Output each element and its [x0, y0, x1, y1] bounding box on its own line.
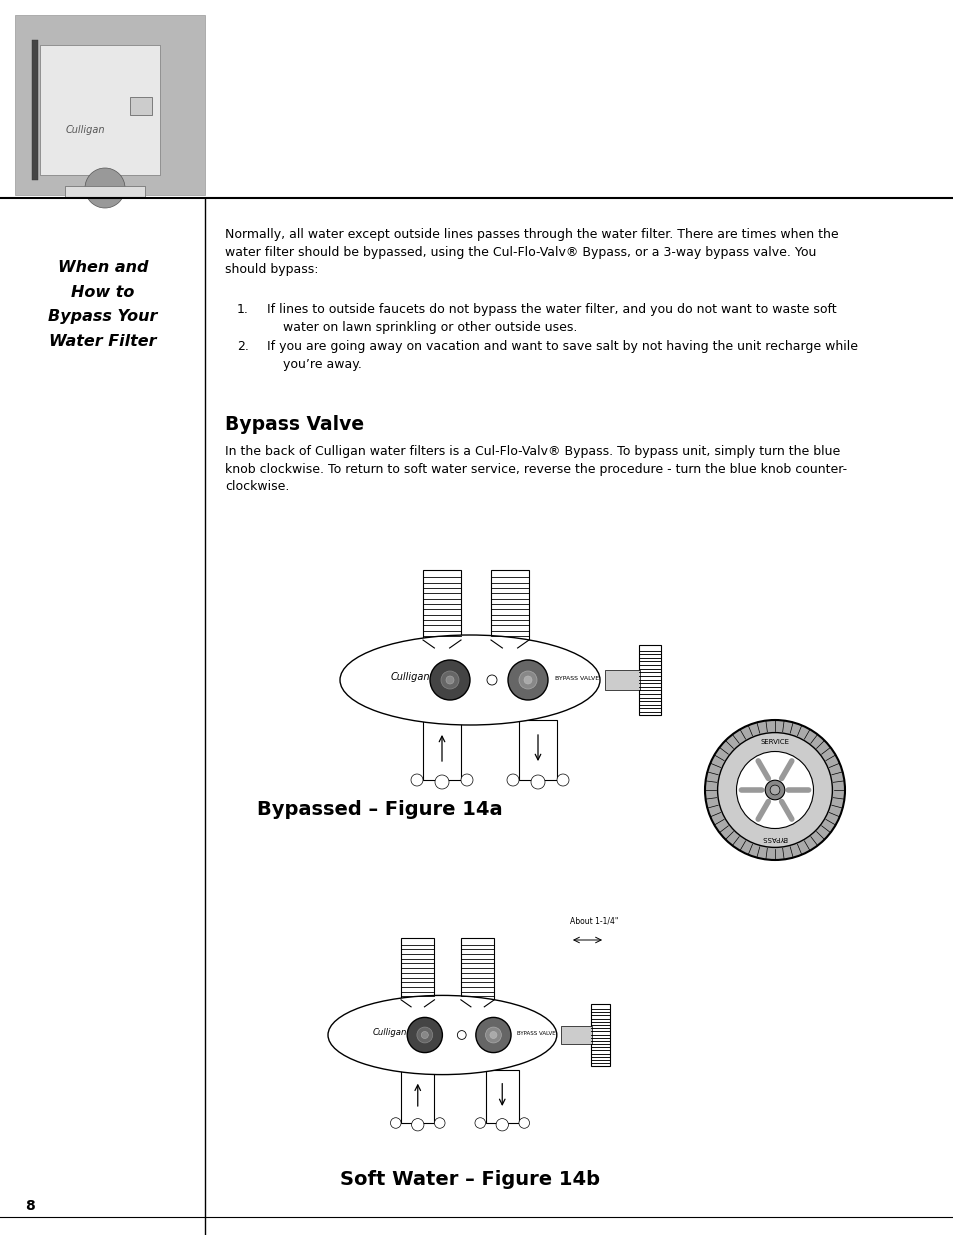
Bar: [491, 571, 529, 640]
Circle shape: [430, 659, 470, 700]
Text: BYPASS VALVE: BYPASS VALVE: [555, 676, 598, 680]
Circle shape: [411, 774, 422, 785]
Polygon shape: [491, 640, 529, 648]
Bar: [422, 720, 460, 781]
Circle shape: [557, 774, 568, 785]
Bar: [460, 939, 494, 1000]
Circle shape: [496, 1119, 508, 1131]
Circle shape: [704, 720, 844, 860]
Circle shape: [85, 168, 125, 207]
Circle shape: [435, 776, 449, 789]
Polygon shape: [460, 1000, 494, 1007]
Circle shape: [506, 774, 518, 785]
Ellipse shape: [339, 635, 599, 725]
Circle shape: [411, 1119, 423, 1131]
Bar: [485, 1071, 518, 1123]
Ellipse shape: [328, 995, 557, 1074]
Bar: [32, 40, 38, 180]
Text: Culligan: Culligan: [65, 125, 105, 135]
Text: Culligan: Culligan: [390, 672, 429, 682]
Bar: [591, 1004, 610, 1066]
Text: Normally, all water except outside lines passes through the water filter. There : Normally, all water except outside lines…: [225, 228, 838, 275]
Circle shape: [485, 1028, 501, 1042]
Text: BYPASS: BYPASS: [761, 835, 787, 841]
Circle shape: [769, 785, 780, 795]
Circle shape: [518, 1118, 529, 1129]
Text: BYPASS VALVE: BYPASS VALVE: [517, 1031, 556, 1036]
Polygon shape: [400, 1000, 434, 1007]
Circle shape: [416, 1028, 433, 1042]
FancyArrowPatch shape: [781, 761, 791, 778]
Circle shape: [421, 1031, 428, 1039]
Circle shape: [390, 1118, 400, 1129]
Text: 2.: 2.: [236, 340, 249, 353]
Circle shape: [476, 1018, 511, 1052]
Circle shape: [460, 774, 473, 785]
Bar: [40, 44, 160, 175]
Circle shape: [523, 676, 532, 684]
Text: Bypassed – Figure 14a: Bypassed – Figure 14a: [257, 800, 502, 819]
Bar: [639, 645, 660, 715]
Text: When and
How to
Bypass Your
Water Filter: When and How to Bypass Your Water Filter: [49, 261, 157, 348]
Circle shape: [434, 1118, 444, 1129]
Bar: [422, 571, 460, 640]
Text: Soft Water – Figure 14b: Soft Water – Figure 14b: [339, 1170, 599, 1189]
Text: Bypass Valve: Bypass Valve: [225, 415, 364, 433]
Circle shape: [407, 1018, 442, 1052]
Circle shape: [486, 676, 497, 685]
Circle shape: [764, 781, 784, 800]
Bar: [400, 939, 434, 1000]
Bar: [15, 15, 205, 195]
Circle shape: [440, 671, 458, 689]
Circle shape: [490, 1031, 497, 1039]
FancyArrowPatch shape: [781, 802, 791, 819]
Circle shape: [475, 1118, 485, 1129]
Bar: [130, 98, 152, 115]
Text: SERVICE: SERVICE: [760, 740, 789, 746]
Circle shape: [736, 752, 813, 829]
Polygon shape: [422, 640, 460, 648]
Bar: [604, 671, 639, 690]
Circle shape: [518, 671, 537, 689]
Circle shape: [507, 659, 547, 700]
Bar: [518, 720, 557, 781]
Text: 1.: 1.: [236, 303, 249, 316]
Text: In the back of Culligan water filters is a Cul-Flo-Valv® Bypass. To bypass unit,: In the back of Culligan water filters is…: [225, 445, 846, 493]
Bar: [400, 1071, 434, 1123]
Text: If you are going away on vacation and want to save salt by not having the unit r: If you are going away on vacation and wa…: [267, 340, 857, 370]
Bar: [560, 1026, 592, 1044]
Bar: [65, 186, 145, 198]
Text: About 1-1/4": About 1-1/4": [569, 918, 618, 926]
Circle shape: [456, 1030, 466, 1040]
FancyArrowPatch shape: [758, 761, 767, 778]
Text: 8: 8: [25, 1199, 34, 1213]
Text: If lines to outside faucets do not bypass the water filter, and you do not want : If lines to outside faucets do not bypas…: [267, 303, 836, 333]
Text: Culligan: Culligan: [372, 1028, 406, 1037]
FancyArrowPatch shape: [758, 802, 767, 819]
Circle shape: [446, 676, 454, 684]
Circle shape: [531, 776, 544, 789]
Circle shape: [717, 732, 832, 847]
